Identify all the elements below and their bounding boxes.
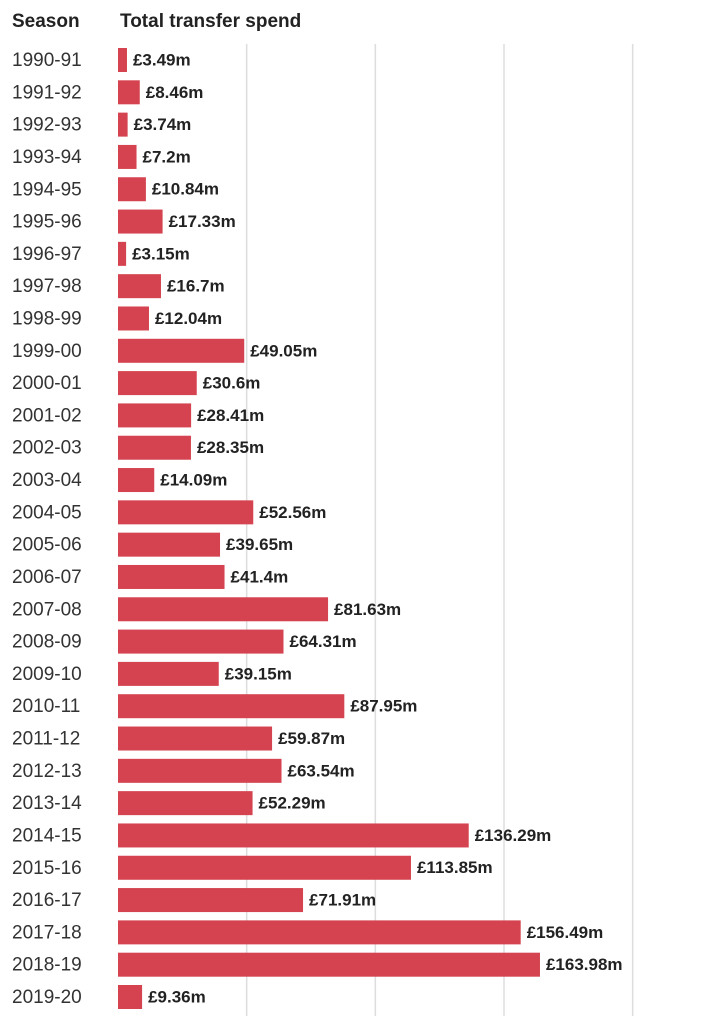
value-label: £39.65m — [226, 535, 293, 554]
category-label: 2017-18 — [12, 922, 82, 943]
category-label: 1994-95 — [12, 179, 82, 200]
category-label: 2006-07 — [12, 567, 82, 588]
value-label: £14.09m — [160, 471, 227, 490]
category-label: 1992-93 — [12, 115, 82, 136]
bar — [118, 80, 140, 105]
bar — [118, 371, 197, 396]
category-label: 2009-10 — [12, 664, 82, 685]
category-label: 1996-97 — [12, 244, 82, 265]
bar — [118, 726, 273, 751]
category-label: 2005-06 — [12, 535, 82, 556]
value-label: £113.85m — [417, 858, 493, 877]
bar — [118, 112, 128, 137]
value-label: £10.84m — [152, 180, 219, 199]
bar — [118, 532, 221, 557]
bar — [118, 48, 127, 72]
bar — [118, 920, 521, 945]
value-label: £59.87m — [278, 729, 345, 748]
value-label: £81.63m — [334, 600, 401, 619]
value-label: £16.7m — [167, 277, 225, 296]
value-label: £17.33m — [169, 212, 236, 231]
value-label: £52.29m — [259, 794, 326, 813]
bar — [118, 694, 345, 719]
value-label: £12.04m — [155, 309, 222, 328]
category-label: 2011-12 — [12, 729, 80, 750]
bar — [118, 209, 163, 234]
bar — [118, 435, 191, 460]
category-label: 1990-91 — [12, 50, 82, 71]
category-label: 1997-98 — [12, 276, 82, 297]
category-label: 1991-92 — [12, 82, 82, 103]
category-label: 2013-14 — [12, 793, 82, 814]
value-label: £3.15m — [132, 244, 190, 263]
bar — [118, 500, 254, 525]
value-label: £71.91m — [309, 891, 376, 910]
bar — [118, 274, 161, 299]
category-label: 2007-08 — [12, 599, 82, 620]
bar — [118, 985, 143, 1009]
value-label: £28.35m — [197, 438, 264, 457]
value-label: £7.2m — [143, 147, 191, 166]
bar — [118, 306, 149, 331]
category-label: 2018-19 — [12, 955, 82, 976]
bar — [118, 823, 469, 848]
category-label: 2015-16 — [12, 858, 82, 879]
bar — [118, 241, 127, 266]
bar — [118, 791, 253, 816]
value-label: £163.98m — [546, 955, 623, 974]
category-label: 2010-11 — [12, 696, 80, 717]
bar — [118, 338, 245, 363]
category-label: 2000-01 — [12, 373, 82, 394]
value-label: £9.36m — [148, 987, 206, 1006]
bar — [118, 855, 411, 880]
bar — [118, 564, 225, 589]
bar — [118, 468, 155, 493]
value-label: £28.41m — [197, 406, 264, 425]
value-label: £156.49m — [527, 923, 604, 942]
category-label: 1999-00 — [12, 341, 82, 362]
value-label: £64.31m — [289, 632, 356, 651]
bar — [118, 661, 219, 686]
category-label: 2012-13 — [12, 761, 82, 782]
category-label: 1998-99 — [12, 308, 82, 329]
category-header: Season — [12, 11, 80, 32]
bar — [118, 144, 137, 169]
bar — [118, 758, 282, 783]
value-label: £30.6m — [203, 374, 261, 393]
value-label: £3.49m — [133, 50, 191, 69]
bar — [118, 952, 540, 977]
category-label: 2014-15 — [12, 825, 82, 846]
value-label: £39.15m — [225, 664, 292, 683]
bar — [118, 597, 329, 622]
category-label: 2004-05 — [12, 502, 82, 523]
bar — [118, 888, 304, 913]
chart-title: Total transfer spend — [120, 11, 301, 32]
category-label: 2016-17 — [12, 890, 82, 911]
category-label: 2008-09 — [12, 632, 82, 653]
value-label: £87.95m — [350, 697, 417, 716]
category-label: 1993-94 — [12, 147, 82, 168]
category-label: 2019-20 — [12, 987, 82, 1008]
category-label: 2001-02 — [12, 405, 82, 426]
value-label: £136.29m — [475, 826, 552, 845]
value-label: £52.56m — [259, 503, 326, 522]
bar — [118, 177, 146, 202]
bar — [118, 629, 284, 654]
bar — [118, 403, 192, 428]
value-label: £49.05m — [250, 341, 317, 360]
category-label: 1995-96 — [12, 212, 82, 233]
value-label: £63.54m — [288, 761, 355, 780]
category-label: 2003-04 — [12, 470, 82, 491]
category-label: 2002-03 — [12, 438, 82, 459]
value-label: £8.46m — [146, 83, 204, 102]
value-label: £3.74m — [134, 115, 192, 134]
value-label: £41.4m — [231, 567, 289, 586]
